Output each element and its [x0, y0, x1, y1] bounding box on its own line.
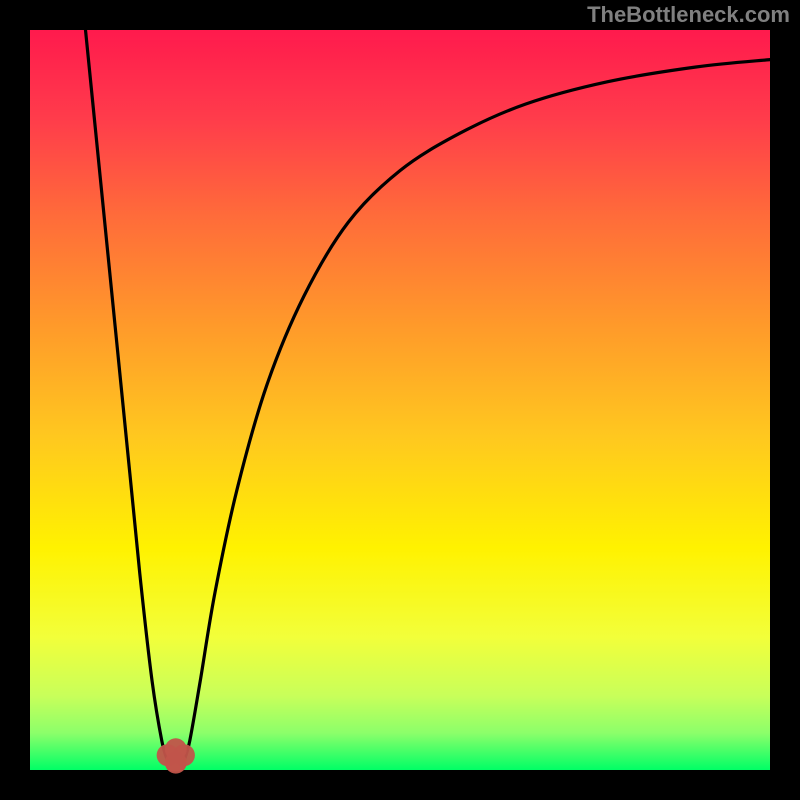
- chart-container: TheBottleneck.com: [0, 0, 800, 800]
- chart-background: [30, 30, 770, 770]
- watermark-text: TheBottleneck.com: [587, 2, 790, 28]
- bottleneck-chart: [0, 0, 800, 800]
